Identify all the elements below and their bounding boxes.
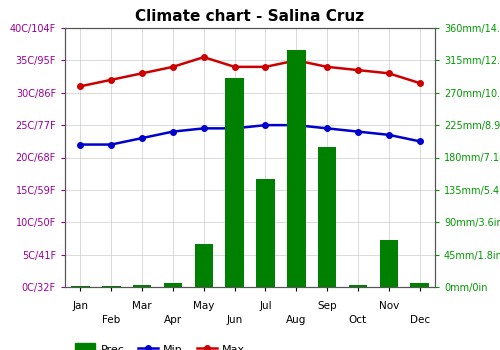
Bar	[226, 78, 244, 287]
Text: Nov: Nov	[378, 301, 399, 311]
Text: May: May	[193, 301, 214, 311]
Bar	[410, 284, 429, 287]
Bar	[194, 244, 213, 287]
Text: Jul: Jul	[259, 301, 272, 311]
Bar	[348, 285, 367, 287]
Bar	[71, 286, 90, 287]
Text: Jun: Jun	[226, 315, 242, 325]
Bar	[102, 286, 120, 287]
Bar	[318, 147, 336, 287]
Text: Dec: Dec	[410, 315, 430, 325]
Text: Jan: Jan	[72, 301, 88, 311]
Bar	[380, 240, 398, 287]
Text: Mar: Mar	[132, 301, 152, 311]
Legend: Prec, Min, Max: Prec, Min, Max	[70, 339, 250, 350]
Text: Feb: Feb	[102, 315, 120, 325]
Text: Aug: Aug	[286, 315, 306, 325]
Title: Climate chart - Salina Cruz: Climate chart - Salina Cruz	[136, 9, 364, 24]
Text: Oct: Oct	[349, 315, 367, 325]
Text: Sep: Sep	[318, 301, 337, 311]
Bar	[256, 179, 274, 287]
Bar	[133, 285, 152, 287]
Bar	[287, 50, 306, 287]
Text: Apr: Apr	[164, 315, 182, 325]
Bar	[164, 284, 182, 287]
